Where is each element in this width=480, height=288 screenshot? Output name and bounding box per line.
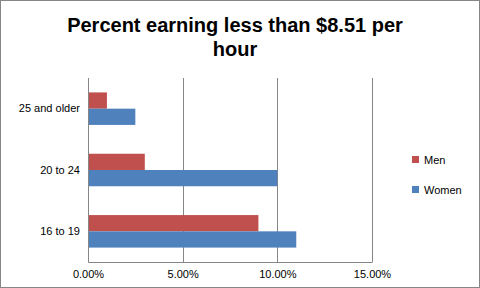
y-tick-label: 25 and older [19, 102, 80, 114]
title-line: hour [213, 38, 258, 60]
x-tick-label: 5.00% [168, 268, 199, 280]
y-axis: 25 and older 20 to 24 16 to 19 [19, 79, 89, 263]
x-axis: 0.00% 5.00% 10.00% 15.00% [73, 262, 391, 280]
title-line: Percent earning less than $8.51 per [67, 14, 403, 36]
x-tick-label: 15.00% [354, 268, 392, 280]
x-tick: 5.00% [168, 262, 199, 280]
legend-label: Men [424, 154, 445, 166]
legend-item: Women [412, 184, 462, 196]
bar [88, 154, 145, 170]
series-bars [88, 92, 258, 231]
title: Percent earning less than $8.51 perhour [67, 14, 403, 60]
grid-line [372, 78, 373, 262]
y-tick-label: 20 to 24 [40, 164, 80, 176]
x-tick: 15.00% [354, 262, 392, 280]
legend-swatch [412, 156, 419, 163]
x-tick-label: 10.00% [259, 268, 297, 280]
legend-item: Men [412, 154, 445, 166]
series-bars [88, 109, 296, 248]
chart: Percent earning less than $8.51 perhour 0… [0, 0, 480, 288]
grid [89, 78, 373, 262]
y-axis-line [88, 79, 89, 263]
bars [88, 92, 296, 247]
x-tick: 0.00% [73, 262, 104, 280]
bar [88, 231, 296, 247]
y-tick-label: 16 to 19 [40, 225, 80, 237]
chart-frame [1, 1, 480, 288]
y-tick: 25 and older [19, 102, 88, 114]
x-tick-label: 0.00% [73, 268, 104, 280]
bar [88, 92, 107, 108]
bar [88, 215, 258, 231]
bar [88, 109, 135, 125]
grid-line [88, 78, 89, 262]
x-tick: 10.00% [259, 262, 297, 280]
legend: Men Women [412, 154, 462, 196]
bar [88, 170, 277, 186]
legend-label: Women [424, 184, 462, 196]
y-tick: 16 to 19 [40, 225, 88, 237]
x-axis-line [89, 262, 373, 263]
y-tick: 20 to 24 [40, 164, 88, 176]
legend-swatch [412, 186, 419, 193]
